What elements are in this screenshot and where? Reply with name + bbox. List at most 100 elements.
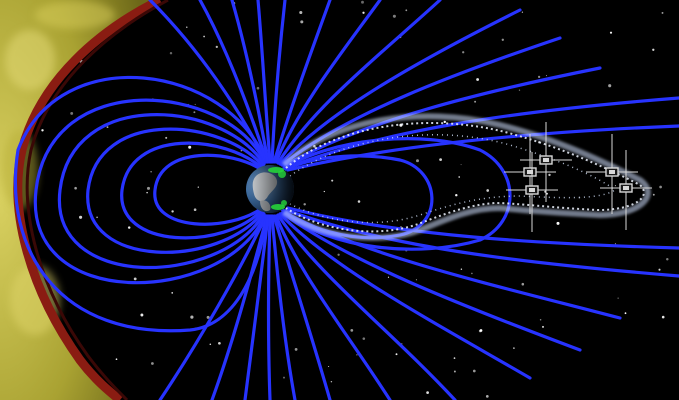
star <box>171 210 174 213</box>
star <box>330 380 333 383</box>
star <box>395 353 398 356</box>
star <box>658 268 661 271</box>
star <box>361 0 364 4</box>
star <box>453 357 456 359</box>
star <box>96 216 98 219</box>
plasma-sheet <box>281 113 651 241</box>
star <box>197 186 199 188</box>
star <box>203 35 205 38</box>
star <box>169 51 173 55</box>
star <box>453 370 456 373</box>
star <box>256 86 260 90</box>
star <box>240 149 243 152</box>
star <box>661 315 665 319</box>
star <box>194 103 196 105</box>
star <box>609 31 613 34</box>
star <box>392 14 396 18</box>
star <box>537 75 541 79</box>
star <box>106 126 109 129</box>
star <box>328 365 330 368</box>
star <box>323 190 325 193</box>
magnetotail-field-lines <box>272 0 679 400</box>
satellite-icon <box>600 150 652 230</box>
star <box>513 347 515 349</box>
star <box>209 343 212 346</box>
star <box>472 369 476 373</box>
star <box>356 354 358 356</box>
star <box>294 348 298 351</box>
star <box>303 203 306 206</box>
star <box>362 337 366 340</box>
star <box>486 189 490 192</box>
star <box>439 158 442 161</box>
star <box>193 208 197 211</box>
star <box>405 9 408 12</box>
bow-shock-inner-edge <box>25 0 169 400</box>
star <box>501 38 504 41</box>
star <box>188 145 192 149</box>
dayside-field-lines <box>13 75 268 333</box>
star <box>614 185 616 187</box>
star <box>150 171 152 173</box>
star <box>350 329 354 332</box>
star <box>300 20 304 24</box>
star <box>41 129 44 132</box>
star <box>127 226 131 229</box>
satellite-icon <box>504 134 556 214</box>
star <box>539 319 542 321</box>
star <box>617 297 619 299</box>
star <box>362 11 365 14</box>
star <box>331 179 334 182</box>
star <box>415 279 417 281</box>
satellite-icon <box>520 122 572 202</box>
star <box>476 78 480 81</box>
star <box>146 186 151 190</box>
star <box>218 341 221 345</box>
star <box>545 75 548 77</box>
star <box>614 243 616 245</box>
satellite-icon <box>506 152 558 232</box>
star <box>79 215 83 219</box>
star <box>485 395 489 398</box>
star <box>299 10 303 15</box>
star <box>165 136 168 139</box>
star <box>624 312 627 315</box>
star <box>443 120 446 124</box>
star <box>215 45 218 49</box>
star <box>548 173 551 177</box>
satellite-icon <box>586 134 638 214</box>
star <box>74 186 77 190</box>
star <box>426 391 429 394</box>
star <box>283 376 285 379</box>
star <box>115 358 118 361</box>
star <box>70 111 74 115</box>
bow-shock-curve <box>13 0 163 400</box>
star <box>521 282 525 286</box>
star <box>542 325 544 328</box>
star <box>133 277 137 281</box>
star <box>337 253 340 256</box>
star <box>387 276 390 278</box>
star <box>659 185 662 189</box>
star <box>151 362 154 365</box>
star <box>661 11 664 14</box>
star <box>357 200 361 203</box>
aurora <box>268 167 287 210</box>
star <box>471 272 473 275</box>
star <box>556 221 560 225</box>
polar-field-lines <box>148 0 297 400</box>
star <box>458 176 461 178</box>
earth-globe <box>246 165 294 213</box>
star <box>460 164 462 166</box>
star <box>608 84 612 88</box>
star <box>140 313 144 317</box>
star <box>546 192 548 195</box>
star <box>416 159 419 163</box>
star <box>474 100 477 103</box>
star <box>186 26 188 28</box>
star <box>462 51 465 54</box>
star <box>460 268 463 270</box>
star <box>479 329 483 332</box>
star <box>652 48 655 51</box>
